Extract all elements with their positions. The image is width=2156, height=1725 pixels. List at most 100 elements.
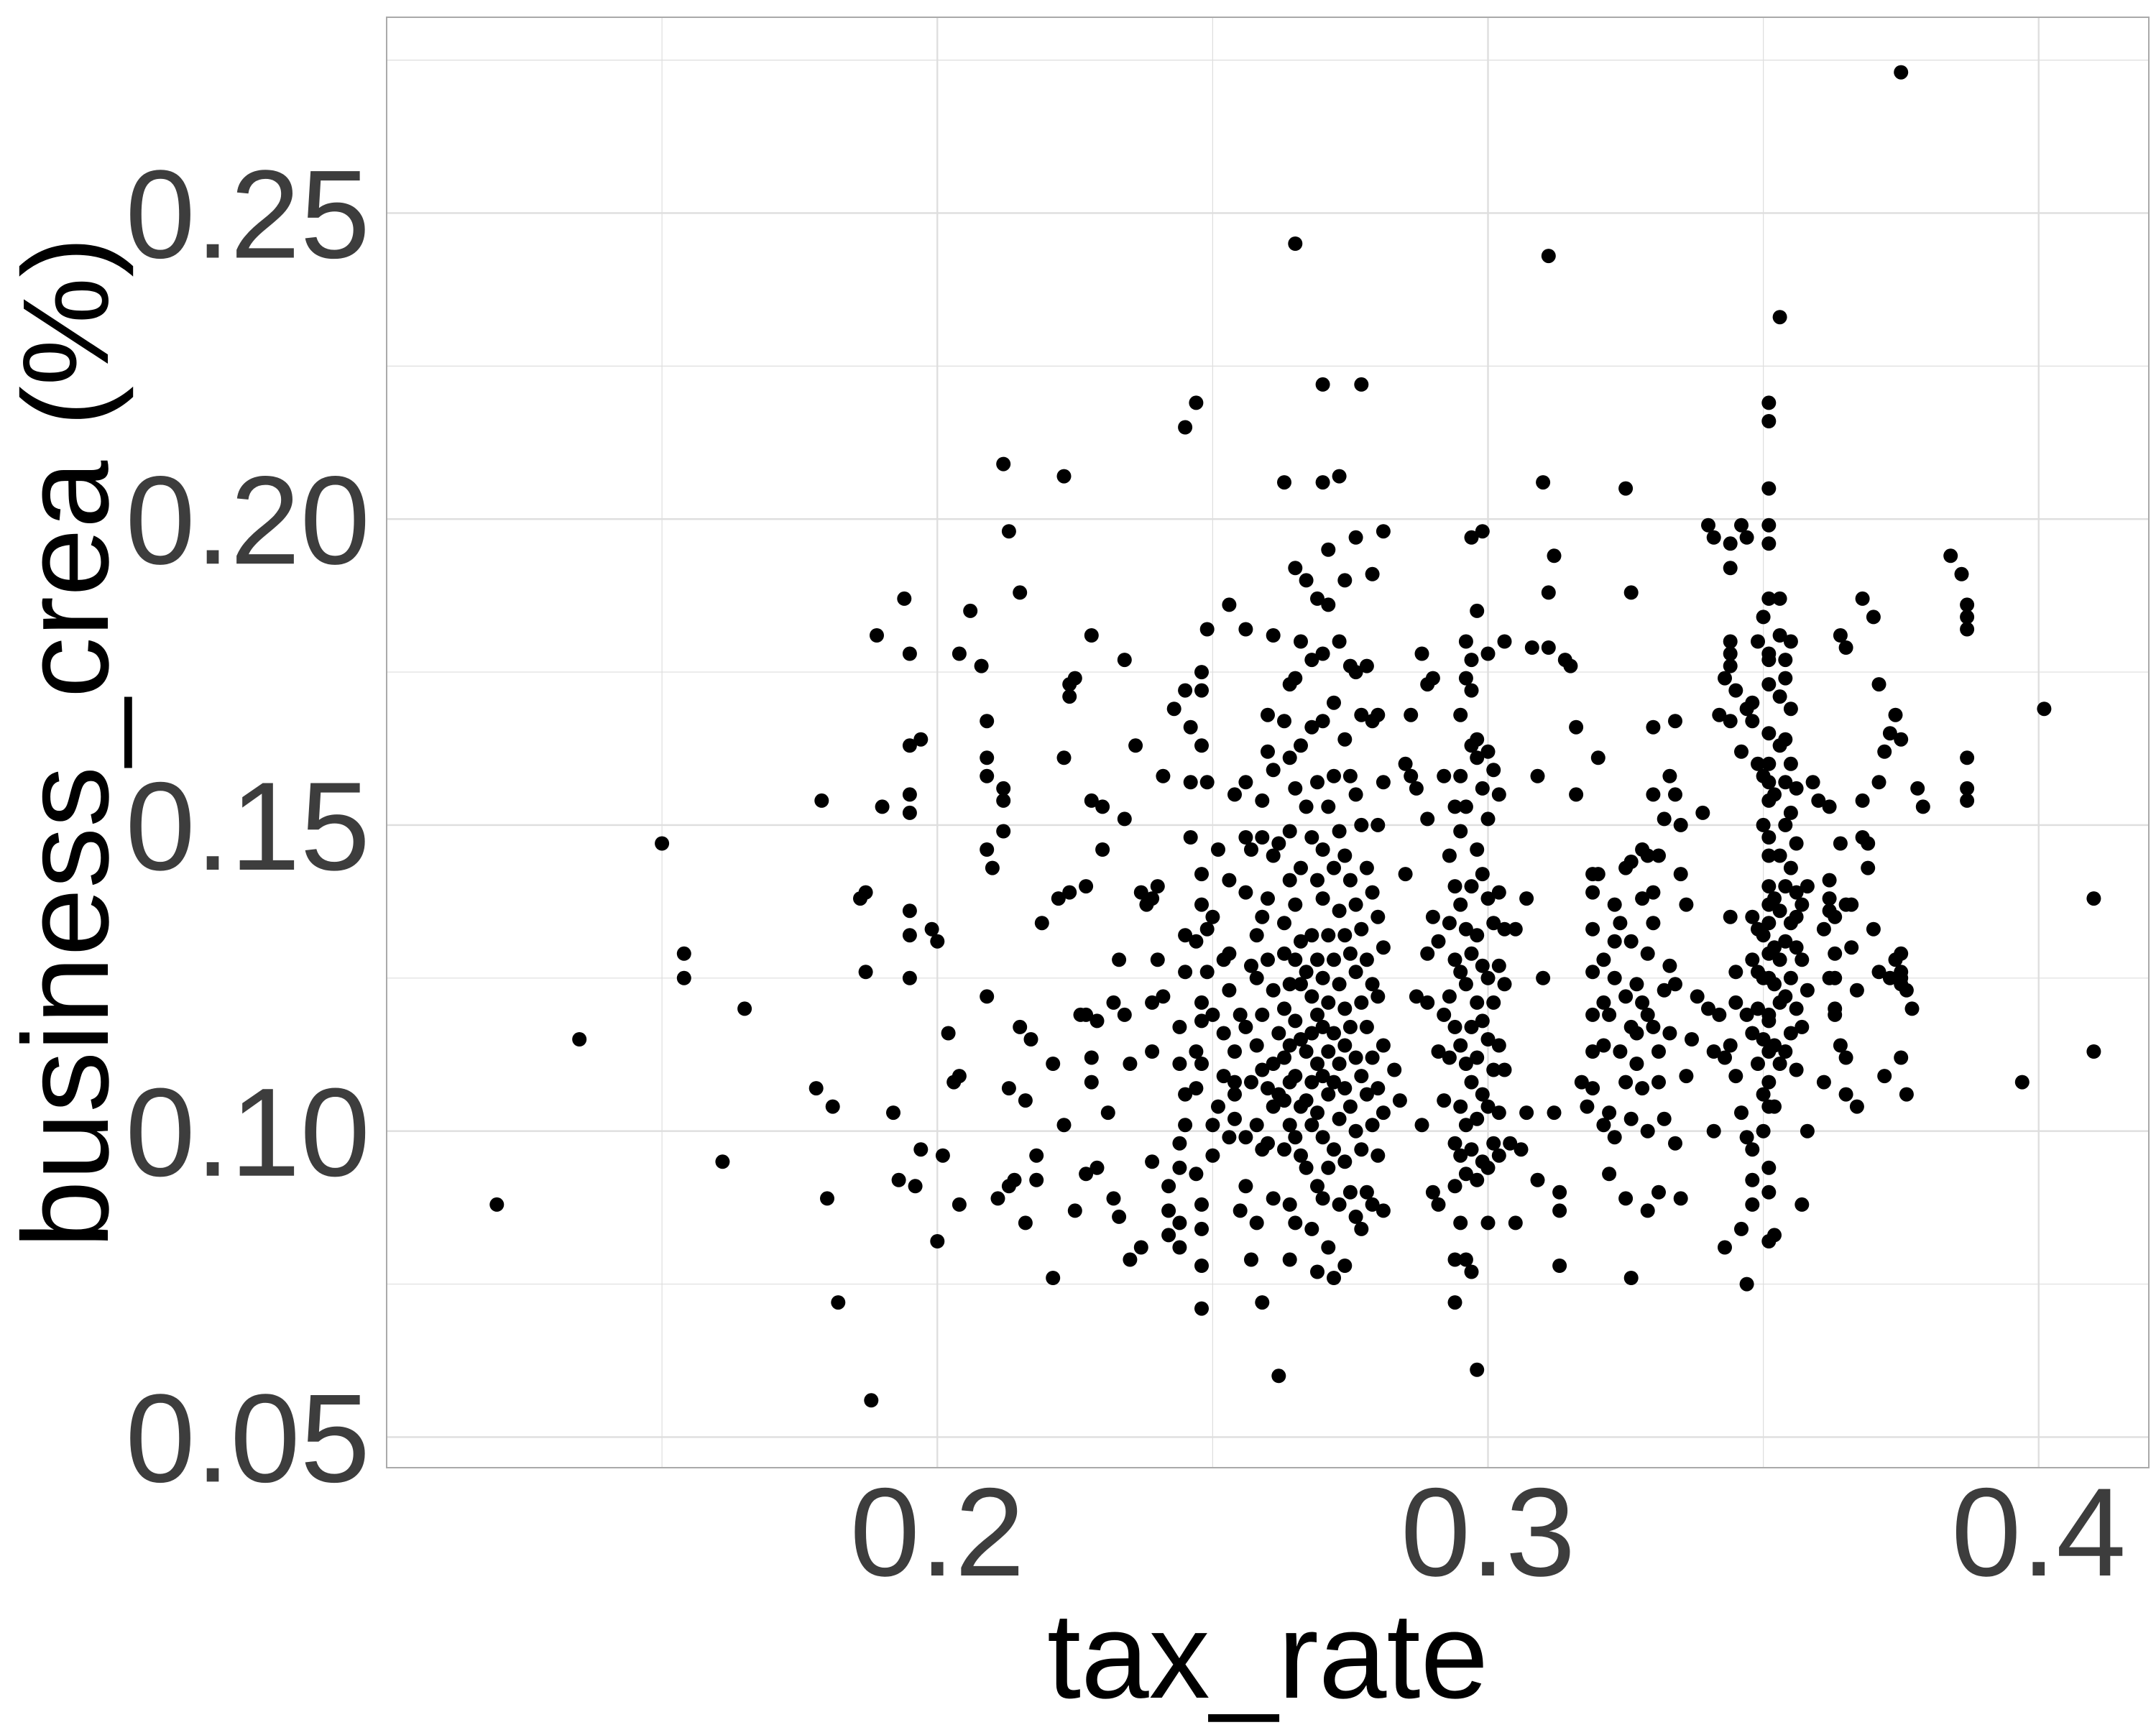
data-point (1194, 683, 1209, 698)
data-point (1734, 744, 1749, 759)
data-point (1409, 781, 1424, 796)
data-point (1904, 1001, 1920, 1016)
data-point (1332, 824, 1347, 839)
data-point (1596, 952, 1611, 967)
data-point (1480, 811, 1496, 827)
data-point (1486, 916, 1501, 931)
data-point (1447, 799, 1462, 814)
data-point (1238, 1130, 1253, 1145)
data-point (1327, 952, 1341, 967)
data-point (1458, 921, 1473, 937)
data-point (1761, 1099, 1777, 1114)
data-point (1238, 830, 1253, 845)
data-point (1310, 1179, 1325, 1194)
data-point (1673, 867, 1688, 882)
plot-panel-border (386, 17, 2150, 1468)
data-point (980, 750, 995, 765)
data-point (1425, 1184, 1440, 1200)
data-point (1778, 732, 1793, 747)
data-point (1475, 781, 1490, 796)
data-point (1315, 842, 1330, 857)
data-point (870, 628, 884, 643)
data-point (1475, 1087, 1490, 1102)
data-point (1117, 811, 1132, 827)
data-point (1288, 1130, 1303, 1145)
data-point (1899, 1087, 1914, 1102)
data-point (985, 860, 1000, 875)
data-point (1354, 817, 1369, 832)
data-point (1342, 768, 1358, 783)
data-point (1277, 1050, 1291, 1065)
data-point (1816, 1075, 1831, 1090)
data-point (1960, 610, 1975, 625)
data-point (1470, 1111, 1485, 1126)
data-point (1100, 1105, 1115, 1121)
data-point (1480, 1160, 1496, 1175)
data-point (1789, 885, 1804, 900)
data-point (814, 793, 829, 808)
data-point (1354, 995, 1369, 1010)
data-point (1348, 897, 1363, 912)
data-point (1960, 781, 1975, 796)
data-point (1199, 775, 1215, 790)
data-point (1294, 860, 1308, 875)
data-point (1315, 1019, 1330, 1034)
data-point (1960, 793, 1975, 808)
data-point (1299, 799, 1314, 814)
data-point (1541, 249, 1556, 264)
data-point (1651, 1044, 1666, 1059)
data-point (1337, 848, 1353, 863)
data-point (1480, 646, 1496, 661)
data-point (1398, 867, 1413, 882)
data-point (1238, 1179, 1253, 1194)
data-point (1491, 1148, 1506, 1163)
data-point (1761, 848, 1777, 863)
data-point (1194, 1013, 1209, 1029)
data-point (1745, 1142, 1760, 1157)
data-point (1447, 1252, 1462, 1267)
data-point (1238, 885, 1253, 900)
data-point (1772, 591, 1787, 606)
data-point (1640, 848, 1655, 863)
data-point (1133, 885, 1148, 900)
data-point (1761, 775, 1777, 790)
data-point (1222, 983, 1237, 998)
data-point (1348, 665, 1363, 680)
data-point (1470, 928, 1485, 943)
data-point (1646, 885, 1661, 900)
data-point (1112, 1209, 1127, 1224)
data-point (858, 965, 873, 980)
data-point (1552, 1203, 1567, 1218)
data-point (1001, 524, 1016, 539)
data-point (1866, 610, 1881, 625)
data-point (1051, 891, 1066, 906)
data-point (1304, 928, 1319, 943)
data-point (1255, 1062, 1270, 1077)
data-point (1189, 395, 1204, 410)
data-point (902, 970, 917, 985)
data-point (1332, 977, 1347, 992)
data-point (1304, 1221, 1319, 1236)
data-point (1761, 879, 1777, 894)
data-point (1822, 891, 1837, 906)
data-point (864, 1393, 879, 1408)
data-point (1646, 1019, 1661, 1034)
data-point (1524, 640, 1539, 655)
data-point (952, 646, 967, 661)
data-point (1728, 995, 1743, 1010)
data-point (1172, 1019, 1187, 1034)
data-point (1189, 1167, 1204, 1182)
data-point (1337, 1081, 1353, 1096)
data-point (1255, 830, 1270, 845)
data-point (1772, 1057, 1787, 1071)
data-point (1437, 1007, 1452, 1022)
data-point (1728, 965, 1743, 980)
data-point (1662, 1026, 1677, 1041)
data-point (1662, 958, 1677, 973)
data-point (1723, 634, 1738, 649)
data-point (1431, 934, 1446, 949)
data-point (1133, 1240, 1148, 1255)
data-point (1354, 377, 1369, 392)
data-point (1156, 989, 1171, 1004)
data-point (1894, 1050, 1909, 1065)
